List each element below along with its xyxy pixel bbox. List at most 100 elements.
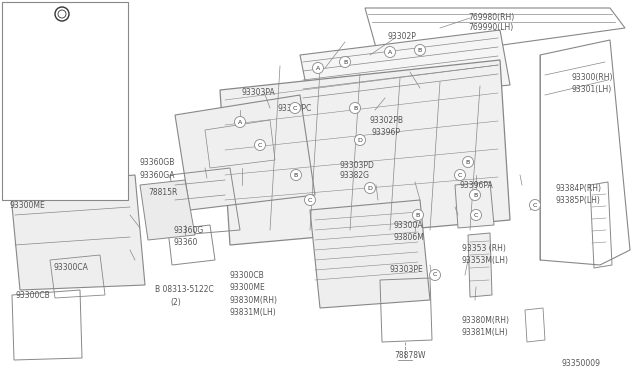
Text: B: B — [418, 48, 422, 52]
Text: B: B — [473, 192, 477, 198]
Text: 93360G: 93360G — [174, 225, 204, 234]
Text: 769980(RH): 769980(RH) — [468, 13, 515, 22]
Text: C: C — [308, 198, 312, 202]
Text: 93380M(RH): 93380M(RH) — [462, 315, 510, 324]
Circle shape — [312, 62, 323, 74]
FancyBboxPatch shape — [18, 121, 28, 129]
Text: 93360GA: 93360GA — [140, 170, 175, 180]
Polygon shape — [140, 180, 195, 240]
Text: B: B — [6, 58, 12, 67]
Text: C: C — [433, 273, 437, 278]
Circle shape — [454, 170, 465, 180]
FancyBboxPatch shape — [35, 156, 51, 164]
Polygon shape — [310, 200, 430, 308]
Text: A: A — [316, 65, 320, 71]
Circle shape — [529, 199, 541, 211]
Text: B: B — [343, 60, 347, 64]
Circle shape — [289, 103, 301, 113]
Circle shape — [339, 57, 351, 67]
Circle shape — [291, 170, 301, 180]
Text: D: D — [358, 138, 362, 142]
Circle shape — [349, 103, 360, 113]
Text: S 08340-82590: S 08340-82590 — [14, 173, 72, 183]
Text: N 08918-6082A: N 08918-6082A — [14, 28, 74, 36]
Polygon shape — [455, 182, 494, 228]
Text: B 08156-8251F: B 08156-8251F — [14, 76, 72, 84]
Text: 93381M(LH): 93381M(LH) — [462, 327, 509, 337]
Polygon shape — [175, 95, 315, 210]
Text: 93300CA: 93300CA — [54, 263, 89, 273]
Text: 769990(LH): 769990(LH) — [468, 22, 513, 32]
Text: A: A — [6, 12, 12, 20]
Text: 93303PE: 93303PE — [390, 266, 424, 275]
Text: 93303PD: 93303PD — [340, 160, 375, 170]
Text: 93830M(RH): 93830M(RH) — [230, 295, 278, 305]
Text: 78815R: 78815R — [148, 187, 177, 196]
Text: 93384P(RH): 93384P(RH) — [555, 183, 601, 192]
Circle shape — [415, 45, 426, 55]
Text: 78878W: 78878W — [394, 350, 426, 359]
Polygon shape — [300, 30, 510, 105]
Text: A: A — [238, 119, 242, 125]
Text: 93831M(LH): 93831M(LH) — [230, 308, 276, 317]
Text: 93360GB: 93360GB — [140, 157, 175, 167]
Circle shape — [470, 209, 481, 221]
Text: 93385P(LH): 93385P(LH) — [555, 196, 600, 205]
Circle shape — [255, 140, 266, 151]
Text: 93806M: 93806M — [393, 232, 424, 241]
Circle shape — [355, 135, 365, 145]
FancyBboxPatch shape — [2, 2, 128, 200]
Text: 93300ME: 93300ME — [10, 201, 45, 209]
Circle shape — [385, 46, 396, 58]
Text: 93353M(LH): 93353M(LH) — [462, 256, 509, 264]
Text: C: C — [458, 173, 462, 177]
Text: 93300ME: 93300ME — [230, 283, 266, 292]
Circle shape — [463, 157, 474, 167]
Text: A: A — [388, 49, 392, 55]
Circle shape — [305, 195, 316, 205]
Text: 93300CB: 93300CB — [15, 291, 50, 299]
Text: C: C — [533, 202, 537, 208]
Text: 93302PB: 93302PB — [370, 115, 404, 125]
Circle shape — [429, 269, 440, 280]
Text: 93350009: 93350009 — [561, 359, 600, 368]
Text: B 08313-5122C: B 08313-5122C — [155, 285, 214, 295]
Text: 93382G: 93382G — [340, 170, 370, 180]
Circle shape — [413, 209, 424, 221]
Text: 93353 (RH): 93353 (RH) — [462, 244, 506, 253]
Text: 93396PA: 93396PA — [459, 180, 493, 189]
Text: C: C — [258, 142, 262, 148]
Circle shape — [365, 183, 376, 193]
Text: B: B — [466, 160, 470, 164]
Text: C: C — [474, 212, 478, 218]
Text: D: D — [6, 155, 13, 164]
Text: (1): (1) — [26, 186, 36, 196]
Text: 93303PC: 93303PC — [278, 103, 312, 112]
Text: B: B — [294, 173, 298, 177]
Text: C: C — [293, 106, 297, 110]
Text: 93300CB: 93300CB — [230, 270, 265, 279]
Text: 93300C: 93300C — [78, 121, 108, 129]
Text: 93832N(RH): 93832N(RH) — [75, 186, 122, 195]
Circle shape — [470, 189, 481, 201]
Text: 93300A: 93300A — [393, 221, 422, 230]
Polygon shape — [468, 233, 492, 297]
Text: B: B — [353, 106, 357, 110]
Text: 93303PA: 93303PA — [242, 87, 276, 96]
Polygon shape — [10, 175, 145, 290]
Polygon shape — [220, 60, 510, 245]
Text: 93360: 93360 — [174, 237, 198, 247]
Text: 93833N(LH): 93833N(LH) — [75, 173, 121, 183]
Text: 93396P: 93396P — [372, 128, 401, 137]
Text: (2): (2) — [26, 39, 36, 48]
Text: C: C — [6, 109, 12, 118]
FancyBboxPatch shape — [46, 59, 60, 67]
Text: 93300(RH): 93300(RH) — [572, 73, 614, 81]
Text: 93301(LH): 93301(LH) — [572, 84, 612, 93]
Text: 93302P: 93302P — [388, 32, 417, 41]
Text: (8): (8) — [26, 89, 36, 97]
Text: D: D — [367, 186, 372, 190]
Text: (2): (2) — [170, 298, 180, 308]
Circle shape — [234, 116, 246, 128]
Text: B: B — [416, 212, 420, 218]
